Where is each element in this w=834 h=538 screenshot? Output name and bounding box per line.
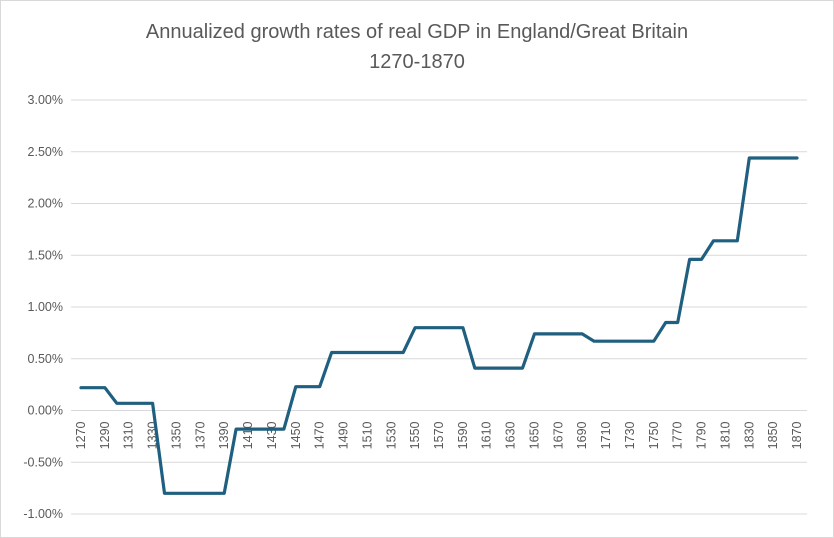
y-tick-label: 0.00% (28, 404, 63, 418)
x-tick-label: 1370 (193, 421, 207, 449)
x-tick-label: 1430 (265, 421, 279, 449)
x-tick-label: 1590 (456, 421, 470, 449)
y-tick-label: 0.50% (28, 352, 63, 366)
y-tick-label: 1.50% (28, 248, 63, 262)
x-tick-label: 1610 (480, 421, 494, 449)
x-tick-label: 1450 (289, 421, 303, 449)
chart-subtitle-line: 1270-1870 (369, 51, 465, 73)
x-tick-label: 1870 (790, 421, 804, 449)
y-tick-label: 3.00% (28, 93, 63, 107)
x-tick-label: 1730 (623, 421, 637, 449)
x-tick-label: 1350 (169, 421, 183, 449)
x-tick-label: 1530 (384, 421, 398, 449)
gridlines (71, 99, 807, 515)
y-tick-label: 1.00% (28, 300, 63, 314)
x-tick-label: 1850 (766, 421, 780, 449)
x-tick-label: 1390 (217, 421, 231, 449)
series-line (79, 156, 799, 495)
y-axis-tick-labels: 3.00% 2.50% 2.00% 1.50% 1.00% 0.50% 0.00% -0.50… (23, 93, 63, 521)
x-tick-label: 1290 (98, 421, 112, 449)
x-tick-label: 1830 (742, 421, 756, 449)
gdp-growth-line (79, 156, 799, 495)
x-tick-label: 1570 (432, 421, 446, 449)
y-tick-label: -0.50% (23, 455, 63, 469)
x-tick-label: 1310 (122, 421, 136, 449)
y-tick-label: 2.50% (28, 145, 63, 159)
y-tick-label: 2.00% (28, 197, 63, 211)
chart-title-line: Annualized growth rates of real GDP in E… (145, 21, 689, 43)
x-tick-label: 1690 (575, 421, 589, 449)
x-tick-label: 1270 (74, 421, 88, 449)
x-tick-label: 1630 (504, 421, 518, 449)
x-tick-label: 1710 (599, 421, 613, 449)
x-tick-label: 1550 (408, 421, 422, 449)
x-tick-label: 1410 (241, 421, 255, 449)
x-tick-label: 1470 (313, 421, 327, 449)
x-tick-label: 1750 (647, 421, 661, 449)
chart-title: Annualized growth rates of real GDP in E… (1, 17, 833, 77)
x-tick-label: 1510 (360, 421, 374, 449)
x-tick-label: 1810 (718, 421, 732, 449)
x-tick-label: 1650 (527, 421, 541, 449)
x-tick-label: 1770 (671, 421, 685, 449)
y-tick-label: -1.00% (23, 507, 63, 521)
x-tick-label: 1490 (337, 421, 351, 449)
x-tick-label: 1790 (695, 421, 709, 449)
x-axis-tick-labels: 1270 1290 1310 1330 1350 1370 1390 1410 1430 1450… (74, 421, 804, 449)
x-tick-label: 1670 (551, 421, 565, 449)
